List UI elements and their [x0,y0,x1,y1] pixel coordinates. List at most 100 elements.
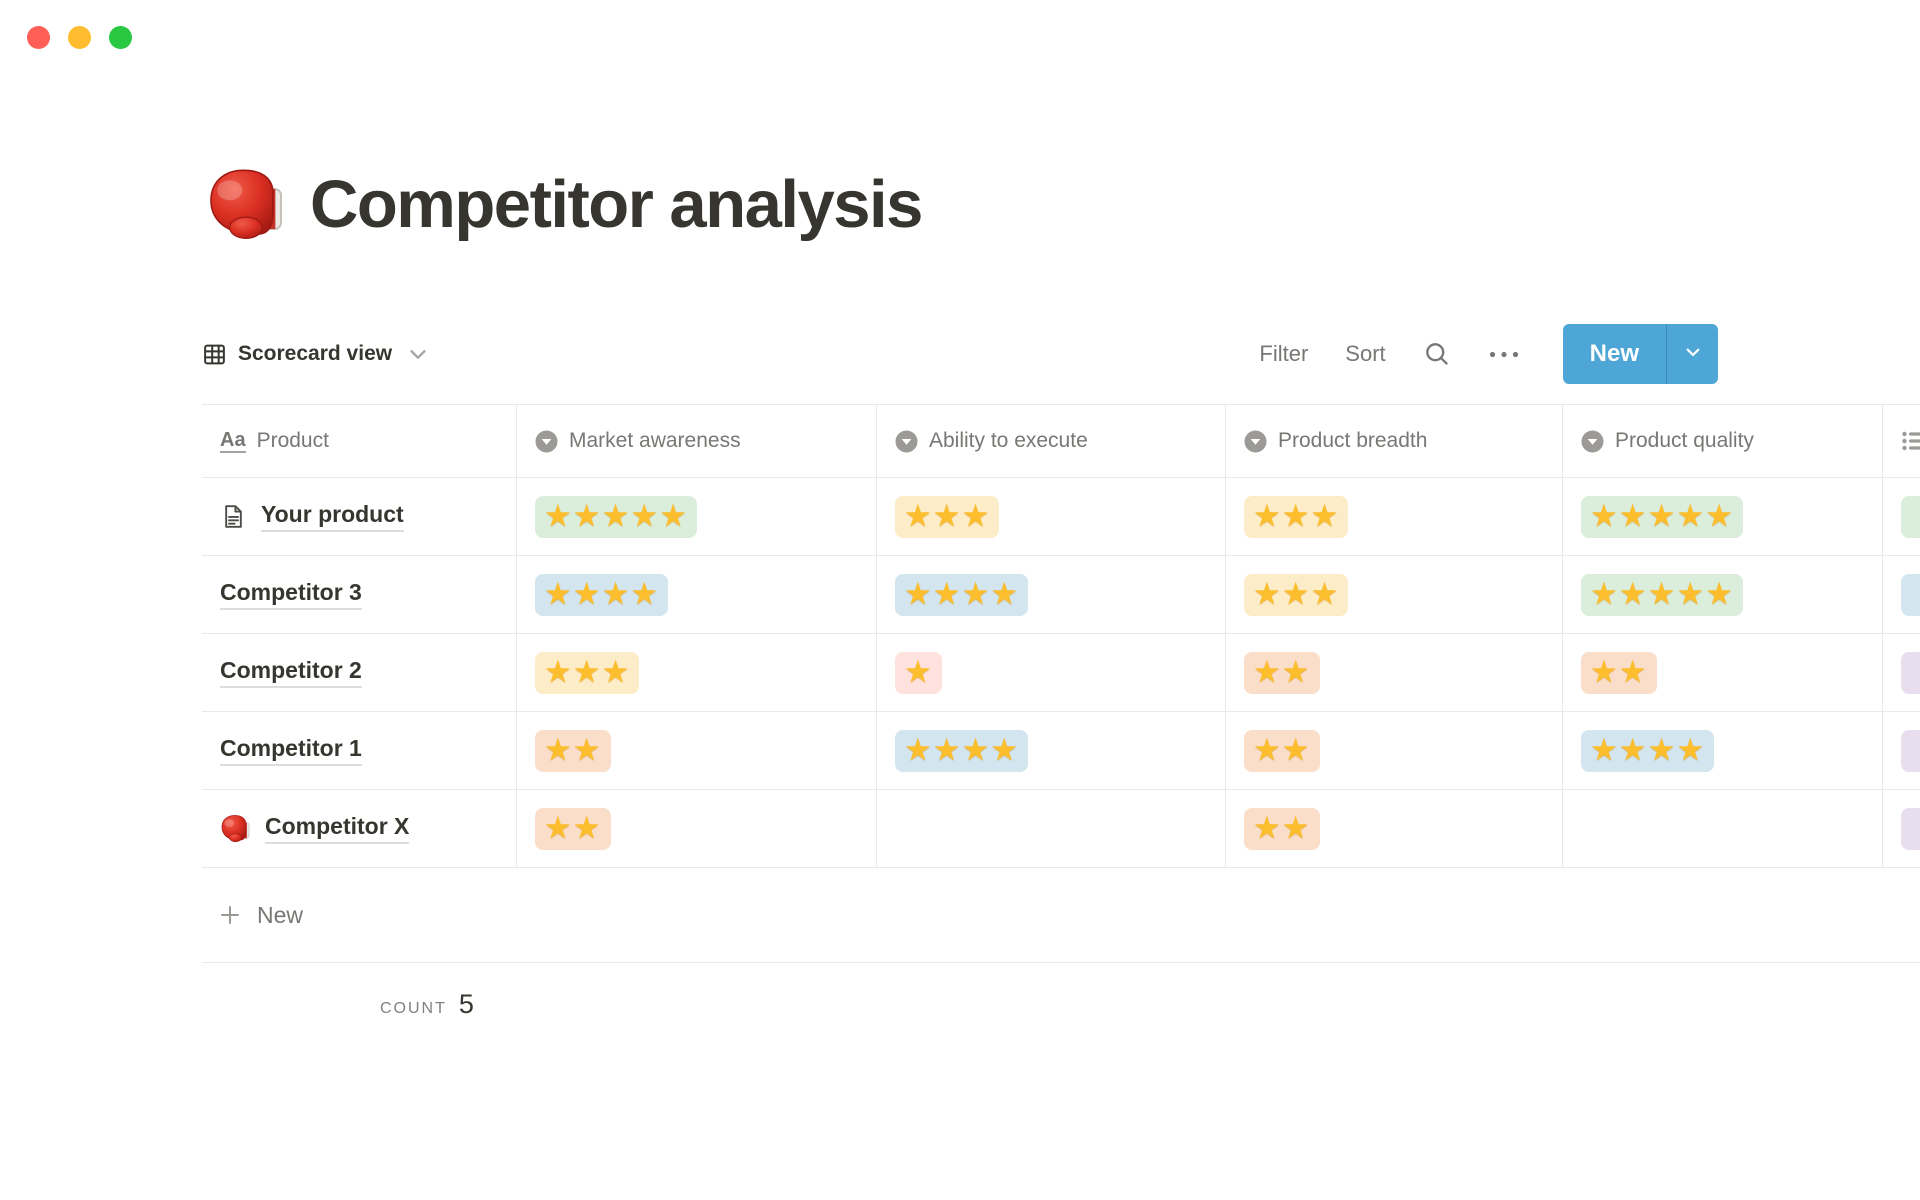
product-cell[interactable]: Your product [202,478,517,555]
column-header-product-breadth[interactable]: Product breadth [1226,405,1563,477]
rating-cell[interactable]: ★ ★ ★ [1226,556,1563,633]
rating-pill: ★ ★ ★ ★ [1581,729,1715,772]
star-icon: ★ [1618,732,1648,768]
rating-cell[interactable]: ★ ★ ★ ★ [517,556,877,633]
star-icon: ★ [990,576,1020,612]
filter-button[interactable]: Filter [1259,341,1309,366]
rating-pill: ★ ★ ★ ★ ★ [1581,495,1743,538]
star-icon: ★ [1676,576,1706,612]
rating-cell[interactable]: ★ ★ [517,712,877,789]
rating-cell[interactable]: ★ ★ ★ ★ ★ [1563,478,1883,555]
column-header-market-awareness[interactable]: Market awareness [517,405,877,477]
search-button[interactable] [1423,340,1451,368]
page-link[interactable]: Competitor 2 [220,657,362,688]
star-icon: ★ [1590,732,1619,768]
star-icon: ★ [1281,498,1311,534]
column-header-product-quality[interactable]: Product quality [1563,405,1883,477]
page-link[interactable]: Competitor X [265,813,410,844]
star-icon: ★ [1281,576,1311,612]
plus-icon [218,903,242,927]
page-link[interactable]: Competitor 1 [220,735,362,766]
close-button[interactable] [27,26,50,49]
select-property-icon [895,430,918,453]
rating-cell-partial[interactable] [1883,712,1920,789]
rating-cell-partial[interactable] [1883,790,1920,867]
rating-cell[interactable]: ★ ★ ★ [877,478,1226,555]
rating-cell[interactable] [877,790,1226,867]
column-header-label: Product breadth [1278,429,1428,452]
count-calculation[interactable]: COUNT 5 [380,989,474,1020]
star-icon: ★ [601,576,631,612]
rating-cell[interactable]: ★ ★ ★ [517,634,877,711]
new-button-dropdown[interactable] [1666,324,1718,384]
ellipsis-icon [1488,350,1520,359]
rating-pill-partial [1901,729,1920,772]
star-icon: ★ [904,576,933,612]
minimize-button[interactable] [68,26,91,49]
page-title-text[interactable]: Competitor analysis [310,166,923,242]
star-icon: ★ [904,654,933,690]
rating-cell-partial[interactable] [1883,478,1920,555]
page-link[interactable]: Competitor 3 [220,579,362,610]
rating-cell-partial[interactable] [1883,634,1920,711]
rating-pill: ★ ★ [535,729,611,772]
page-link[interactable]: Your product [261,501,404,532]
new-row-button[interactable]: New [202,868,1920,962]
column-header-ability-to-execute[interactable]: Ability to execute [877,405,1226,477]
star-icon: ★ [961,498,991,534]
product-cell[interactable]: Competitor 1 [202,712,517,789]
star-icon: ★ [932,576,962,612]
star-icon: ★ [572,810,602,846]
boxing-glove-icon[interactable] [206,164,286,244]
rating-cell[interactable]: ★ ★ ★ ★ [1563,712,1883,789]
star-icon: ★ [932,732,962,768]
rating-cell[interactable] [1563,790,1883,867]
rating-cell[interactable]: ★ ★ [1226,634,1563,711]
text-property-icon: Aa [220,428,246,453]
rating-cell[interactable]: ★ [877,634,1226,711]
rating-cell[interactable]: ★ ★ ★ ★ [877,556,1226,633]
rating-cell[interactable]: ★ ★ ★ ★ ★ [517,478,877,555]
rating-pill: ★ ★ ★ ★ [895,729,1029,772]
star-icon: ★ [1253,654,1282,690]
rating-pill: ★ ★ [1244,729,1320,772]
star-icon: ★ [659,498,688,534]
rating-pill: ★ ★ [1581,651,1657,694]
view-toolbar: Scorecard view Filter Sort New [202,323,1718,385]
rating-pill: ★ ★ ★ [895,495,1000,538]
rating-pill-partial [1901,573,1920,616]
star-icon: ★ [1253,732,1282,768]
star-icon: ★ [1705,576,1734,612]
rating-cell[interactable]: ★ ★ [1226,790,1563,867]
column-header-label: Product [256,429,329,452]
star-icon: ★ [1253,576,1282,612]
column-header-product[interactable]: Aa Product [202,405,517,477]
rating-pill: ★ ★ ★ [1244,495,1349,538]
rating-cell[interactable]: ★ ★ [1563,634,1883,711]
new-row-label: New [257,901,304,928]
new-button[interactable]: New [1589,340,1639,367]
rating-pill-partial [1901,651,1920,694]
star-icon: ★ [961,732,991,768]
column-header-hidden[interactable] [1883,405,1920,477]
rating-cell[interactable]: ★ ★ ★ [1226,478,1563,555]
boxing-glove-icon [220,813,251,844]
table-row: Competitor 1 ★ ★ ★ ★ ★ ★ ★ ★ ★ ★ ★ ★ [202,712,1920,790]
product-cell[interactable]: Competitor X [202,790,517,867]
rating-cell[interactable]: ★ ★ ★ ★ [877,712,1226,789]
product-cell[interactable]: Competitor 2 [202,634,517,711]
view-switcher[interactable]: Scorecard view [202,342,429,367]
column-header-label: Product quality [1615,429,1754,452]
rating-cell[interactable]: ★ ★ [517,790,877,867]
chevron-down-icon [1684,343,1702,366]
rating-cell[interactable]: ★ ★ [1226,712,1563,789]
rating-cell-partial[interactable] [1883,556,1920,633]
more-options-button[interactable] [1488,350,1520,359]
table-row: Your product ★ ★ ★ ★ ★ ★ ★ ★ ★ ★ ★ ★ ★ ★ ★ ★ [202,478,1920,556]
rating-cell[interactable]: ★ ★ ★ ★ ★ [1563,556,1883,633]
chevron-down-icon [407,343,429,365]
product-cell[interactable]: Competitor 3 [202,556,517,633]
zoom-button[interactable] [109,26,132,49]
sort-button[interactable]: Sort [1345,341,1386,366]
view-name: Scorecard view [238,342,393,365]
